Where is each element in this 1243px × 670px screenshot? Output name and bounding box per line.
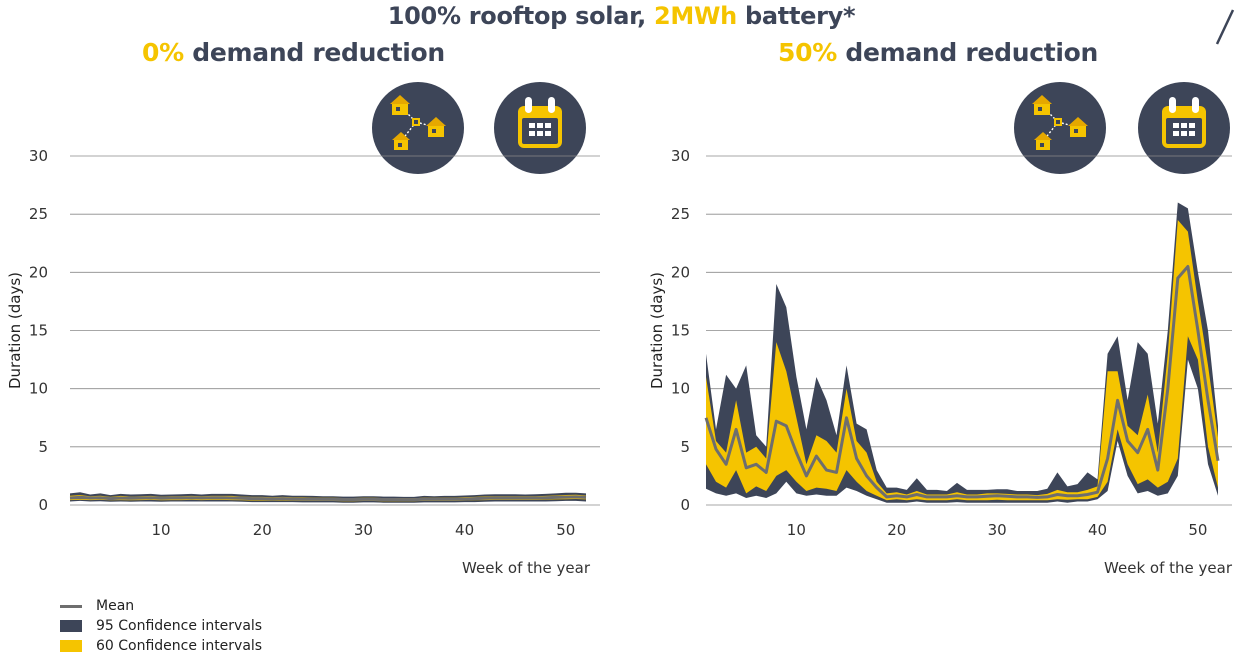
right-subtitle: 50% demand reduction	[778, 38, 1098, 67]
y-tick-label: 30	[29, 147, 48, 165]
x-tick-label: 20	[253, 521, 272, 539]
y-tick-label: 0	[38, 496, 48, 514]
x-tick-label: 20	[887, 521, 906, 539]
x-tick-label: 10	[152, 521, 171, 539]
legend-swatch-ci60	[60, 640, 82, 652]
ci60-band	[706, 220, 1218, 501]
houses-network-icon-right	[1014, 82, 1106, 174]
y-tick-label: 5	[680, 438, 690, 456]
legend-item-mean: Mean	[60, 596, 262, 616]
title-part1: 100% rooftop solar,	[387, 2, 654, 30]
calendar-icon	[494, 82, 586, 174]
x-axis-label: Week of the year	[1104, 559, 1233, 577]
left-subtitle-rest: demand reduction	[183, 38, 445, 67]
legend-item-ci60: 60 Confidence intervals	[60, 636, 262, 656]
title-highlight: 2MWh	[653, 2, 737, 30]
y-tick-label: 15	[29, 322, 48, 340]
right-subtitle-highlight: 50%	[778, 38, 837, 67]
mean-line	[704, 265, 1220, 499]
y-tick-label: 0	[680, 496, 690, 514]
y-axis-label: Duration (days)	[6, 272, 24, 389]
y-tick-label: 10	[671, 380, 690, 398]
y-tick-label: 15	[671, 322, 690, 340]
y-tick-label: 25	[671, 205, 690, 223]
x-axis-label: Week of the year	[462, 559, 591, 577]
x-tick-label: 50	[556, 521, 575, 539]
mean-line	[69, 495, 587, 502]
x-tick-label: 50	[1188, 521, 1207, 539]
left-subtitle: 0% demand reduction	[142, 38, 445, 67]
title-part2: battery*	[736, 2, 856, 30]
y-tick-label: 30	[671, 147, 690, 165]
legend-label: 95 Confidence intervals	[96, 618, 263, 634]
corner-slash-icon	[1215, 9, 1235, 45]
left-subtitle-highlight: 0%	[142, 38, 184, 67]
chart-title: 100% rooftop solar, 2MWh battery*	[0, 2, 1243, 30]
houses-network-icon	[372, 82, 464, 174]
x-tick-label: 40	[1088, 521, 1107, 539]
y-tick-label: 5	[38, 438, 48, 456]
y-tick-label: 20	[671, 263, 690, 281]
legend-label: Mean	[96, 598, 135, 614]
x-tick-label: 30	[354, 521, 373, 539]
y-tick-label: 25	[29, 205, 48, 223]
x-tick-label: 30	[988, 521, 1007, 539]
ci95-band	[706, 202, 1218, 503]
y-tick-label: 10	[29, 380, 48, 398]
legend-swatch-ci95	[60, 620, 82, 632]
calendar-icon-right	[1138, 82, 1230, 174]
legend-swatch-mean	[60, 604, 82, 608]
y-tick-label: 20	[29, 263, 48, 281]
right-subtitle-rest: demand reduction	[836, 38, 1099, 67]
y-axis-label: Duration (days)	[648, 272, 666, 389]
legend: Mean 95 Confidence intervals 60 Confiden…	[60, 596, 262, 656]
x-tick-label: 40	[455, 521, 474, 539]
x-tick-label: 10	[787, 521, 806, 539]
legend-item-ci95: 95 Confidence intervals	[60, 616, 262, 636]
legend-label: 60 Confidence intervals	[96, 638, 263, 654]
